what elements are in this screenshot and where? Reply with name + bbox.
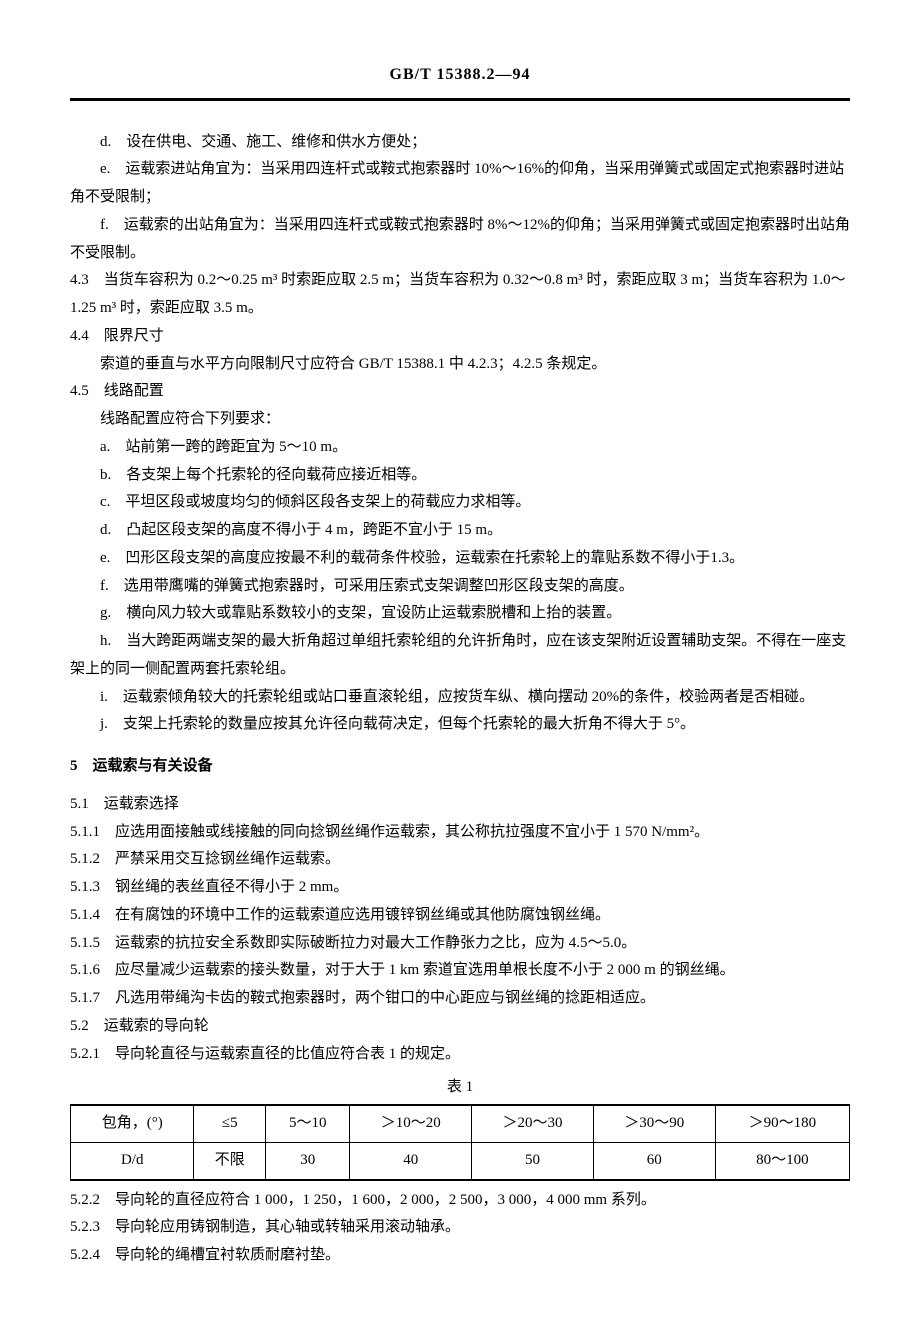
table-1-caption: 表 1: [70, 1074, 850, 1102]
sec-5-2-2: 5.2.2 导向轮的直径应符合 1 000，1 250，1 600，2 000，…: [70, 1187, 850, 1215]
sec-4-5-c: c. 平坦区段或坡度均匀的倾斜区段各支架上的荷载应力求相等。: [70, 489, 850, 517]
table-cell: 5～10: [266, 1105, 350, 1142]
table-row: 包角，(°) ≤5 5～10 ＞10～20 ＞20～30 ＞30～90 ＞90～…: [71, 1105, 850, 1142]
table-cell: 不限: [194, 1142, 266, 1179]
header-divider: [70, 98, 850, 101]
item-4-2-d: d. 设在供电、交通、施工、维修和供水方便处；: [70, 129, 850, 157]
table-cell: 包角，(°): [71, 1105, 194, 1142]
sec-5-2-3: 5.2.3 导向轮应用铸钢制造，其心轴或转轴采用滚动轴承。: [70, 1214, 850, 1242]
sec-4-5-h: h. 当大跨距两端支架的最大折角超过单组托索轮组的允许折角时，应在该支架附近设置…: [70, 628, 850, 684]
table-cell: 60: [593, 1142, 715, 1179]
sec-5-1-1: 5.1.1 应选用面接触或线接触的同向捻钢丝绳作运载索，其公称抗拉强度不宜小于 …: [70, 819, 850, 847]
table-cell: ＞30～90: [593, 1105, 715, 1142]
table-cell: ＞90～180: [715, 1105, 849, 1142]
sec-4-5-title: 4.5 线路配置: [70, 378, 850, 406]
table-cell: ＞20～30: [472, 1105, 594, 1142]
sec-5-1-5: 5.1.5 运载索的抗拉安全系数即实际破断拉力对最大工作静张力之比，应为 4.5…: [70, 930, 850, 958]
table-cell: 30: [266, 1142, 350, 1179]
sec-5-1-title: 5.1 运载索选择: [70, 791, 850, 819]
table-cell: 40: [350, 1142, 472, 1179]
sec-4-4-body: 索道的垂直与水平方向限制尺寸应符合 GB/T 15388.1 中 4.2.3；4…: [70, 351, 850, 379]
sec-4-5-f: f. 选用带鹰嘴的弹簧式抱索器时，可采用压索式支架调整凹形区段支架的高度。: [70, 573, 850, 601]
sec-5-2-title: 5.2 运载索的导向轮: [70, 1013, 850, 1041]
sec-5-2-1: 5.2.1 导向轮直径与运载索直径的比值应符合表 1 的规定。: [70, 1041, 850, 1069]
table-1: 包角，(°) ≤5 5～10 ＞10～20 ＞20～30 ＞30～90 ＞90～…: [70, 1104, 850, 1181]
table-row: D/d 不限 30 40 50 60 80～100: [71, 1142, 850, 1179]
standard-code-header: GB/T 15388.2—94: [70, 60, 850, 90]
table-cell: ＞10～20: [350, 1105, 472, 1142]
sec-4-5-d: d. 凸起区段支架的高度不得小于 4 m，跨距不宜小于 15 m。: [70, 517, 850, 545]
para-4-3: 4.3 当货车容积为 0.2～0.25 m³ 时索距应取 2.5 m；当货车容积…: [70, 267, 850, 323]
sec-5-title: 5 运载索与有关设备: [70, 753, 850, 781]
sec-5-1-7: 5.1.7 凡选用带绳沟卡齿的鞍式抱索器时，两个钳口的中心距应与钢丝绳的捻距相适…: [70, 985, 850, 1013]
sec-5-1-4: 5.1.4 在有腐蚀的环境中工作的运载索道应选用镀锌钢丝绳或其他防腐蚀钢丝绳。: [70, 902, 850, 930]
sec-4-4-title: 4.4 限界尺寸: [70, 323, 850, 351]
sec-4-5-b: b. 各支架上每个托索轮的径向载荷应接近相等。: [70, 462, 850, 490]
sec-4-5-e: e. 凹形区段支架的高度应按最不利的载荷条件校验，运载索在托索轮上的靠贴系数不得…: [70, 545, 850, 573]
sec-4-5-intro: 线路配置应符合下列要求：: [70, 406, 850, 434]
sec-5-1-6: 5.1.6 应尽量减少运载索的接头数量，对于大于 1 km 索道宜选用单根长度不…: [70, 957, 850, 985]
item-4-2-e: e. 运载索进站角宜为：当采用四连杆式或鞍式抱索器时 10%～16%的仰角，当采…: [70, 156, 850, 212]
table-cell: ≤5: [194, 1105, 266, 1142]
sec-5-1-2: 5.1.2 严禁采用交互捻钢丝绳作运载索。: [70, 846, 850, 874]
sec-4-5-g: g. 横向风力较大或靠贴系数较小的支架，宜设防止运载索脱槽和上抬的装置。: [70, 600, 850, 628]
item-4-2-f: f. 运载索的出站角宜为：当采用四连杆式或鞍式抱索器时 8%～12%的仰角；当采…: [70, 212, 850, 268]
table-cell: 80～100: [715, 1142, 849, 1179]
sec-4-5-i: i. 运载索倾角较大的托索轮组或站口垂直滚轮组，应按货车纵、横向摆动 20%的条…: [70, 684, 850, 712]
table-cell: D/d: [71, 1142, 194, 1179]
sec-4-5-j: j. 支架上托索轮的数量应按其允许径向载荷决定，但每个托索轮的最大折角不得大于 …: [70, 711, 850, 739]
sec-4-5-a: a. 站前第一跨的跨距宜为 5～10 m。: [70, 434, 850, 462]
table-cell: 50: [472, 1142, 594, 1179]
sec-5-1-3: 5.1.3 钢丝绳的表丝直径不得小于 2 mm。: [70, 874, 850, 902]
sec-5-2-4: 5.2.4 导向轮的绳槽宜衬软质耐磨衬垫。: [70, 1242, 850, 1270]
